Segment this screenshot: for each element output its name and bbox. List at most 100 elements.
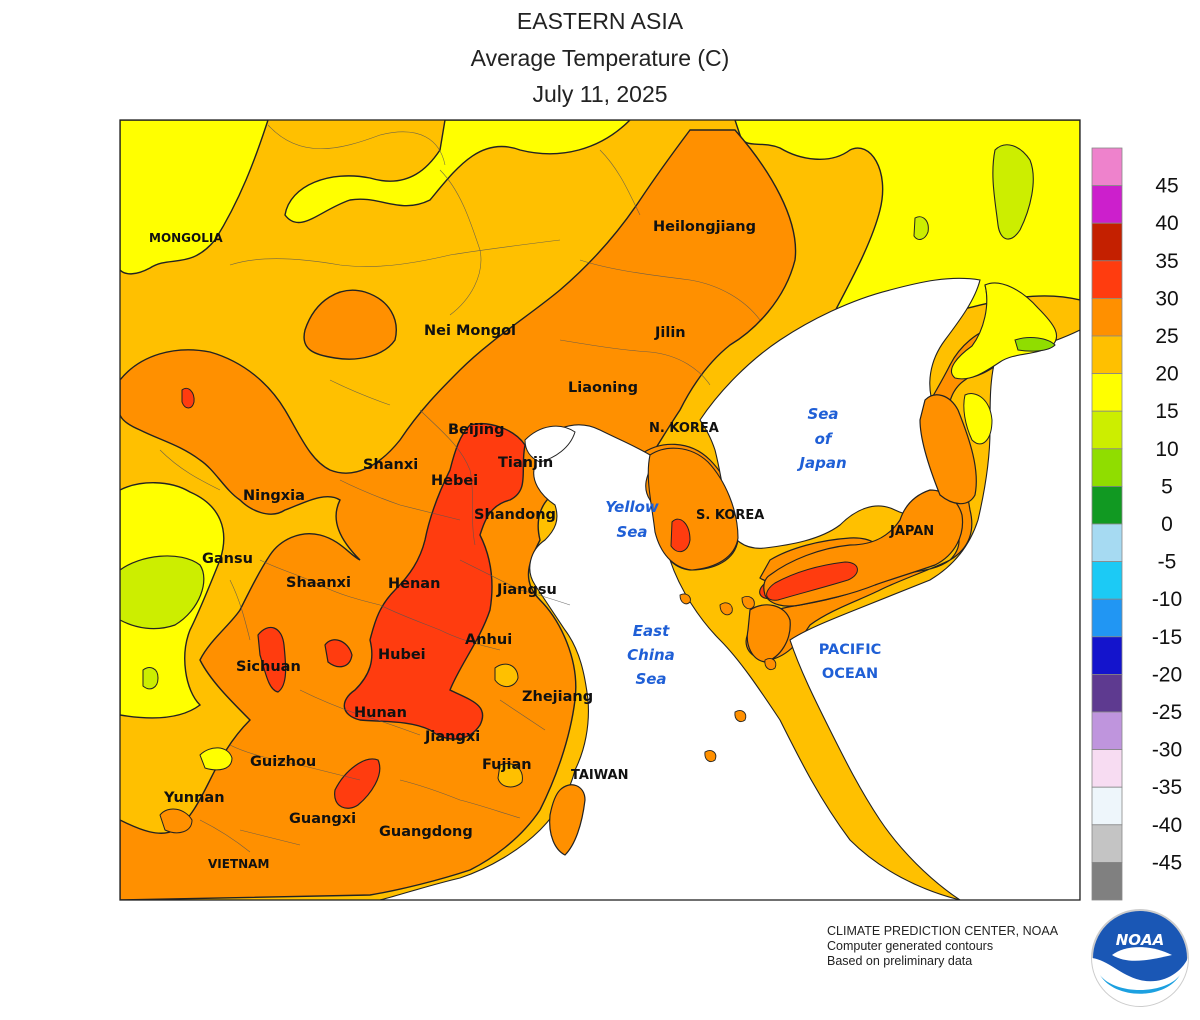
legend-swatch (1091, 185, 1123, 224)
label-jilin: Jilin (654, 325, 686, 341)
label-east-china-sea-2: China (627, 646, 675, 664)
label-sichuan: Sichuan (236, 659, 301, 675)
band-10-15-sakhalin (992, 144, 1034, 240)
label-guangdong: Guangdong (379, 824, 473, 840)
legend-label: -35 (1152, 776, 1182, 799)
legend-label: 40 (1155, 212, 1178, 235)
taiwan-landmass (549, 784, 586, 856)
legend-swatch (1091, 598, 1123, 638)
legend-label: 45 (1155, 175, 1178, 198)
band-30-35-central-china (343, 423, 526, 740)
credits-line-3: Based on preliminary data (827, 954, 973, 968)
label-nei-mongol: Nei Mongol (424, 323, 516, 339)
legend-swatch (1091, 260, 1123, 299)
credits-line-2: Computer generated contours (827, 939, 994, 953)
noaa-logo-text: NOAA (1116, 931, 1165, 949)
map-frame (119, 119, 1081, 901)
label-ningxia: Ningxia (243, 488, 305, 504)
label-hebei: Hebei (431, 473, 478, 489)
label-n-korea: N. KOREA (649, 421, 719, 436)
band-25-30-neimongol (303, 289, 397, 360)
legend-label: -20 (1152, 663, 1182, 686)
label-tianjin: Tianjin (498, 455, 553, 471)
band-10-15-spot-ne (913, 216, 929, 240)
band-25-30-spot-yunnan (159, 808, 193, 834)
label-east-china-sea-1: East (633, 622, 670, 640)
label-zhejiang: Zhejiang (522, 689, 593, 705)
label-yunnan: Yunnan (163, 790, 225, 806)
legend-label: 20 (1155, 363, 1178, 386)
band-15-20-north (284, 120, 631, 224)
legend-swatch (1091, 485, 1123, 525)
legend-label: -40 (1152, 814, 1182, 837)
legend-label: 30 (1155, 287, 1178, 310)
legend-label: -25 (1152, 701, 1182, 724)
province-boundaries (159, 124, 761, 853)
label-fujian: Fujian (482, 757, 532, 773)
kyushu-landmass (746, 604, 791, 663)
legend-label: 10 (1155, 438, 1178, 461)
band-20-25-spot-fujian (497, 763, 523, 788)
label-japan: JAPAN (889, 524, 934, 539)
label-beijing: Beijing (448, 422, 505, 438)
label-hubei: Hubei (378, 647, 426, 663)
legend-label: 25 (1155, 325, 1178, 348)
sea-labels: Yellow Sea Sea of Japan East China Sea P… (605, 405, 881, 688)
legend-swatch (1091, 674, 1123, 713)
pacific-water (789, 329, 1080, 900)
band-15-20-nw (120, 120, 269, 275)
legend-label: 0 (1161, 513, 1173, 536)
label-yellow-sea-2: Sea (616, 523, 647, 541)
color-legend: 45 40 35 30 25 20 15 10 5 0 -5 -10 -15 -20 -25 -30 -35 -4… (1091, 147, 1182, 901)
band-20-25-spot-zhejiang (494, 663, 519, 687)
legend-swatch (1091, 147, 1123, 186)
label-anhui: Anhui (465, 632, 512, 648)
label-vietnam: VIETNAM (208, 857, 269, 871)
legend-label: 35 (1155, 250, 1178, 273)
map-area (120, 120, 1080, 900)
legend-swatch (1091, 297, 1123, 337)
legend-swatch (1091, 561, 1123, 600)
label-hunan: Hunan (354, 705, 407, 721)
label-liaoning: Liaoning (568, 380, 638, 396)
band-30-35-spot (324, 639, 353, 668)
label-pacific-1: PACIFIC (819, 642, 882, 658)
credits-block: CLIMATE PREDICTION CENTER, NOAA Computer… (827, 924, 1058, 969)
legend-label: -10 (1152, 588, 1182, 611)
label-sea-of-japan-2: of (815, 430, 834, 448)
north-honshu-cool (963, 393, 993, 445)
label-shanxi: Shanxi (363, 457, 418, 473)
legend-swatch (1091, 410, 1123, 450)
band-10-15-spot (142, 667, 159, 690)
legend-label: -45 (1152, 851, 1182, 874)
legend-label: 15 (1155, 400, 1178, 423)
north-honshu-landmass (919, 394, 977, 505)
bohai-water (524, 425, 576, 463)
label-jiangxi: Jiangxi (424, 729, 480, 745)
legend-swatch (1091, 824, 1123, 863)
band-30-35-guangxi (334, 758, 381, 809)
region-labels: MONGOLIA Heilongjiang Nei Mongol Jilin L… (149, 219, 934, 871)
label-taiwan: TAIWAN (571, 768, 628, 783)
label-sea-of-japan-1: Sea (807, 405, 838, 423)
label-shandong: Shandong (474, 507, 556, 523)
legend-label: 5 (1161, 475, 1173, 498)
credits-line-1: CLIMATE PREDICTION CENTER, NOAA (827, 924, 1059, 938)
band-15-20-spot-guizhou (199, 747, 233, 771)
label-mongolia: MONGOLIA (149, 231, 223, 245)
noaa-logo: NOAA (1091, 909, 1189, 1007)
hokkaido-landmass (950, 282, 1057, 380)
map-title: EASTERN ASIA (516, 8, 684, 34)
legend-swatch (1091, 523, 1123, 562)
label-sea-of-japan-3: Japan (796, 454, 846, 472)
legend-swatch (1091, 373, 1123, 412)
legend-swatch (1091, 636, 1123, 675)
label-s-korea: S. KOREA (696, 508, 764, 523)
band-10-15-west (120, 555, 205, 630)
korea-hot-spot (670, 518, 691, 553)
label-heilongjiang: Heilongjiang (653, 219, 756, 235)
map-date: July 11, 2025 (532, 81, 668, 107)
label-henan: Henan (388, 576, 440, 592)
legend-swatch (1091, 786, 1123, 826)
